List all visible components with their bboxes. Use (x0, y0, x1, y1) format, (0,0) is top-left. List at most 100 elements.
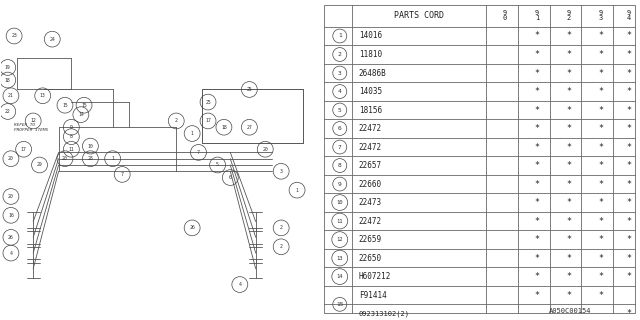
Text: 4: 4 (238, 282, 241, 287)
Text: *: * (566, 124, 571, 133)
Text: 14: 14 (78, 112, 84, 117)
Text: 22473: 22473 (359, 198, 382, 207)
Text: 4: 4 (338, 89, 342, 94)
Text: 16: 16 (8, 213, 14, 218)
Text: 8: 8 (338, 163, 342, 168)
Text: *: * (534, 87, 540, 96)
Text: 29: 29 (36, 163, 42, 167)
Text: *: * (534, 124, 540, 133)
Text: *: * (566, 106, 571, 115)
Text: *: * (598, 68, 603, 77)
Text: *: * (566, 161, 571, 170)
Text: *: * (566, 272, 571, 281)
Text: 20: 20 (62, 156, 68, 161)
Text: 6: 6 (229, 175, 232, 180)
Text: 15: 15 (336, 302, 344, 307)
Text: 13: 13 (40, 93, 45, 98)
Text: 26: 26 (189, 225, 195, 230)
Text: 9
1: 9 1 (535, 10, 539, 21)
Text: *: * (598, 198, 603, 207)
Text: *: * (598, 31, 603, 41)
Text: 28: 28 (88, 156, 93, 161)
Text: *: * (566, 198, 571, 207)
Text: 22660: 22660 (359, 180, 382, 188)
Text: *: * (598, 217, 603, 226)
Text: 092313102(2): 092313102(2) (359, 310, 410, 317)
Text: 17: 17 (20, 147, 26, 152)
Text: *: * (566, 217, 571, 226)
Text: 1: 1 (111, 156, 114, 161)
Text: 22659: 22659 (359, 235, 382, 244)
Text: *: * (598, 272, 603, 281)
Text: *: * (598, 161, 603, 170)
Text: 2: 2 (338, 52, 342, 57)
Text: *: * (598, 253, 603, 263)
Text: *: * (627, 142, 632, 152)
Text: *: * (534, 161, 540, 170)
Text: 18: 18 (5, 77, 11, 83)
Text: *: * (534, 217, 540, 226)
Text: 10: 10 (337, 200, 343, 205)
Text: 22472: 22472 (359, 217, 382, 226)
Text: 9
2: 9 2 (566, 10, 571, 21)
Text: *: * (598, 87, 603, 96)
Text: *: * (566, 87, 571, 96)
Text: 20: 20 (8, 156, 14, 161)
Text: 18: 18 (221, 125, 227, 130)
Text: *: * (566, 31, 571, 41)
Text: 14016: 14016 (359, 31, 382, 41)
Text: *: * (627, 68, 632, 77)
Text: *: * (598, 106, 603, 115)
Text: A050C00154: A050C00154 (548, 308, 591, 315)
Text: 9
3: 9 3 (598, 10, 603, 21)
Text: 22: 22 (5, 109, 11, 114)
Text: *: * (566, 50, 571, 59)
Text: 23: 23 (12, 34, 17, 38)
Text: *: * (627, 106, 632, 115)
Text: 7: 7 (197, 150, 200, 155)
Text: 25: 25 (246, 87, 252, 92)
Text: *: * (534, 291, 540, 300)
Text: 6: 6 (338, 126, 342, 131)
Text: *: * (534, 253, 540, 263)
Text: 26: 26 (8, 235, 14, 240)
Text: *: * (627, 272, 632, 281)
Text: 14: 14 (337, 274, 343, 279)
Text: 15: 15 (81, 103, 87, 108)
Text: 17: 17 (205, 118, 211, 124)
Text: *: * (566, 235, 571, 244)
Text: 2: 2 (175, 118, 178, 124)
Text: 7: 7 (338, 145, 342, 149)
Text: 22472: 22472 (359, 124, 382, 133)
Text: 14035: 14035 (359, 87, 382, 96)
Text: *: * (566, 68, 571, 77)
Text: *: * (598, 142, 603, 152)
Text: 18156: 18156 (359, 106, 382, 115)
Text: *: * (627, 50, 632, 59)
Text: 9
0: 9 0 (503, 10, 508, 21)
Text: 10: 10 (88, 144, 93, 148)
Text: 1: 1 (296, 188, 298, 193)
Text: 22472: 22472 (359, 142, 382, 152)
Text: *: * (627, 161, 632, 170)
Text: *: * (627, 87, 632, 96)
Text: 3: 3 (338, 70, 342, 76)
Text: 15: 15 (62, 103, 68, 108)
Text: 11: 11 (337, 219, 343, 224)
Text: 19: 19 (5, 65, 11, 70)
Text: 9
4: 9 4 (627, 10, 631, 21)
Text: *: * (534, 31, 540, 41)
Text: 12: 12 (30, 118, 36, 124)
Text: 12: 12 (337, 237, 343, 242)
Text: 2: 2 (280, 225, 283, 230)
Text: 5: 5 (216, 163, 219, 167)
Text: REFER TO
PROPPER ITEMS: REFER TO PROPPER ITEMS (14, 123, 48, 132)
Text: 22650: 22650 (359, 253, 382, 263)
Text: *: * (534, 198, 540, 207)
Text: 25: 25 (205, 100, 211, 105)
Text: 9: 9 (338, 181, 342, 187)
Text: 8: 8 (70, 134, 73, 139)
Text: 24: 24 (49, 37, 55, 42)
Text: 2: 2 (280, 244, 283, 249)
Text: PARTS CORD: PARTS CORD (394, 11, 444, 20)
